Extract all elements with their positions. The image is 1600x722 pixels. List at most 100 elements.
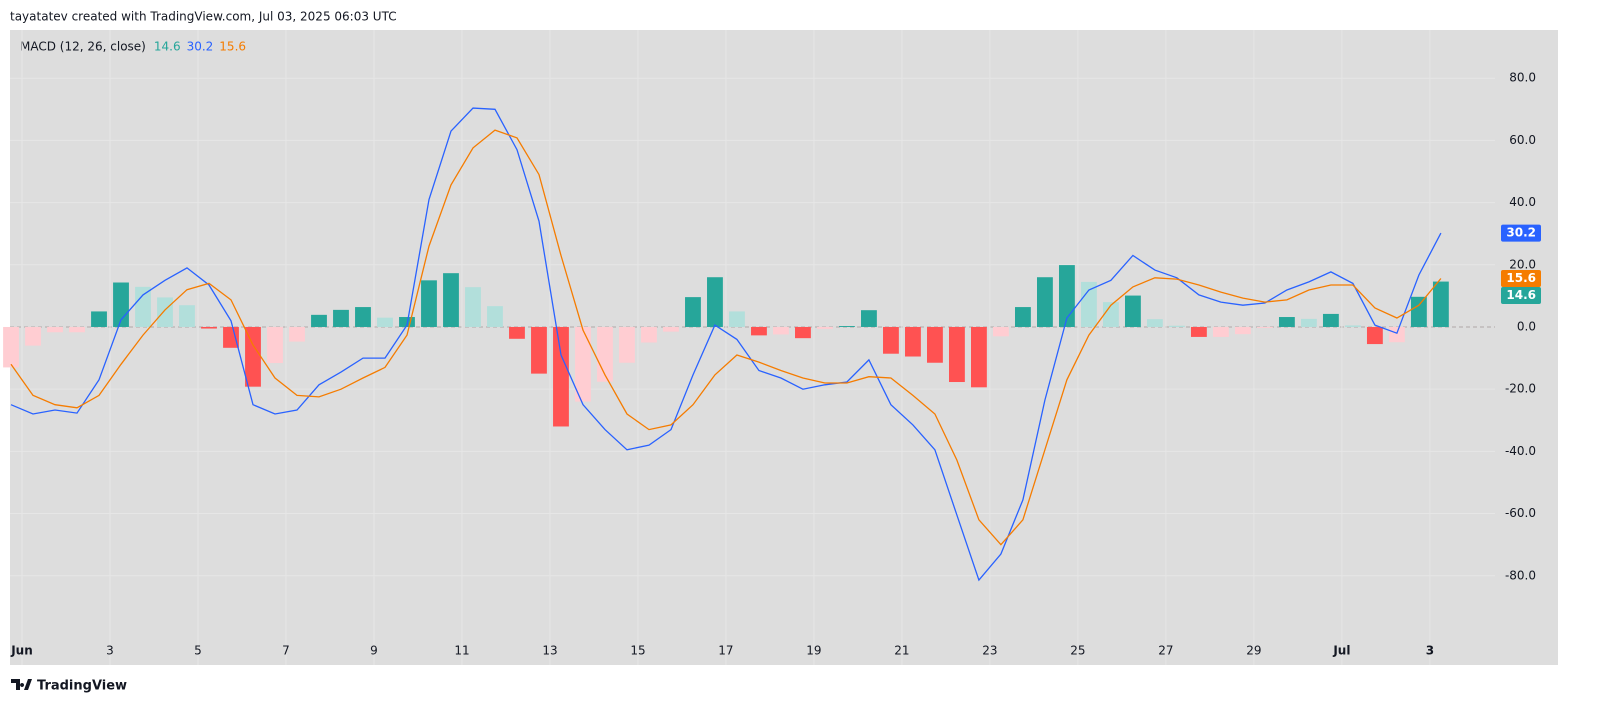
histogram-bar — [3, 326, 19, 368]
x-tick-label: 29 — [1246, 644, 1261, 658]
y-tick-label: -20.0 — [1505, 382, 1536, 396]
histogram-bar — [1190, 326, 1207, 337]
histogram-bar — [1124, 295, 1141, 327]
x-tick-label: 13 — [542, 644, 557, 658]
y-tick-label: 60.0 — [1509, 133, 1536, 147]
x-tick-label: 17 — [718, 644, 733, 658]
panel — [10, 30, 1558, 665]
x-tick-label: 19 — [806, 644, 821, 658]
histogram-bar — [1037, 277, 1053, 327]
y-tick-label: -40.0 — [1505, 444, 1536, 458]
histogram-bar — [1015, 307, 1031, 327]
histogram-bar — [751, 326, 767, 336]
legend-value: 15.6 — [219, 40, 246, 54]
histogram-bar — [1102, 302, 1119, 327]
histogram-bar — [883, 326, 899, 354]
x-tick-label: 9 — [370, 644, 378, 658]
x-tick-label: 7 — [282, 644, 290, 658]
histogram-bar — [47, 326, 63, 333]
price-tag-label: 15.6 — [1506, 271, 1536, 285]
x-tick-label: 23 — [982, 644, 997, 658]
header: tayatatev created with TradingView.com, … — [10, 10, 397, 24]
x-tick-label: 3 — [1426, 644, 1434, 658]
histogram-bar — [663, 326, 679, 332]
histogram-bar — [69, 326, 85, 333]
y-tick-label: -80.0 — [1505, 568, 1536, 582]
histogram-bar — [905, 326, 921, 357]
histogram-bar — [1410, 296, 1427, 327]
histogram-bar — [267, 326, 283, 364]
y-tick-label: 80.0 — [1509, 71, 1536, 85]
histogram-bar — [1212, 326, 1229, 337]
histogram-bar — [531, 326, 547, 374]
histogram-bar — [443, 273, 459, 327]
y-tick-label: 0.0 — [1517, 319, 1536, 333]
histogram-bar — [971, 326, 987, 388]
histogram-bar — [839, 326, 855, 327]
x-tick-label: Jun — [10, 644, 33, 658]
histogram-bar — [729, 311, 745, 327]
price-tag-label: 14.6 — [1506, 288, 1536, 302]
histogram-bar — [1300, 318, 1317, 327]
histogram-bar — [993, 326, 1009, 337]
histogram-bar — [641, 326, 657, 343]
histogram-bar — [135, 286, 151, 327]
histogram-bar — [509, 326, 525, 339]
logo — [11, 679, 32, 690]
histogram-bar — [1234, 326, 1251, 335]
x-tick-label: 21 — [894, 644, 909, 658]
histogram-bar — [773, 326, 789, 335]
histogram-bar — [355, 307, 371, 327]
histogram-bar — [1080, 281, 1097, 327]
x-tick-label: 15 — [630, 644, 645, 658]
legend-value: 30.2 — [187, 40, 214, 54]
histogram-bar — [1256, 326, 1273, 328]
histogram-bar — [91, 311, 107, 327]
price-tag — [1501, 286, 1541, 304]
histogram-bar — [817, 326, 833, 329]
y-tick-label: 20.0 — [1509, 257, 1536, 271]
histogram-bar — [1146, 319, 1163, 327]
histogram-bar — [421, 280, 437, 327]
histogram-bar — [1168, 325, 1185, 327]
price-tag — [1501, 224, 1541, 242]
histogram-bar — [553, 326, 569, 427]
histogram-bar — [223, 326, 239, 348]
legend-value: 14.6 — [154, 40, 181, 54]
histogram-bar — [157, 297, 173, 327]
histogram-bar — [1432, 281, 1449, 327]
legend-title: MACD (12, 26, close) — [20, 40, 146, 54]
x-tick-label: Jul — [1332, 644, 1350, 658]
y-tick-label: -60.0 — [1505, 506, 1536, 520]
histogram-bar — [1344, 325, 1361, 327]
histogram-bar — [201, 326, 217, 329]
x-tick-label: 3 — [106, 644, 114, 658]
histogram-bar — [465, 287, 481, 327]
histogram-bar — [927, 326, 943, 363]
footer: TradingView — [37, 679, 127, 694]
histogram-bar — [795, 326, 811, 339]
histogram-bar — [179, 305, 195, 327]
histogram-bar — [487, 306, 503, 327]
line — [10, 107, 1442, 582]
x-tick-label: 27 — [1158, 644, 1173, 658]
histogram-bar — [575, 326, 591, 402]
histogram-bar — [1366, 326, 1383, 345]
x-tick-label: 5 — [194, 644, 202, 658]
x-tick-label: 11 — [454, 644, 469, 658]
histogram-bar — [861, 310, 877, 327]
histogram-bar — [333, 309, 349, 327]
histogram-bar — [377, 317, 393, 327]
y-tick-label: 40.0 — [1509, 195, 1536, 209]
histogram-bar — [1278, 317, 1295, 327]
line — [10, 129, 1442, 546]
histogram-bar — [1058, 265, 1075, 327]
histogram-bar — [949, 326, 965, 383]
price-tag-label: 30.2 — [1506, 226, 1536, 240]
histogram-bar — [707, 277, 723, 327]
histogram-bar — [25, 326, 41, 346]
histogram-bar — [1322, 313, 1339, 327]
histogram-bar — [1388, 326, 1405, 343]
